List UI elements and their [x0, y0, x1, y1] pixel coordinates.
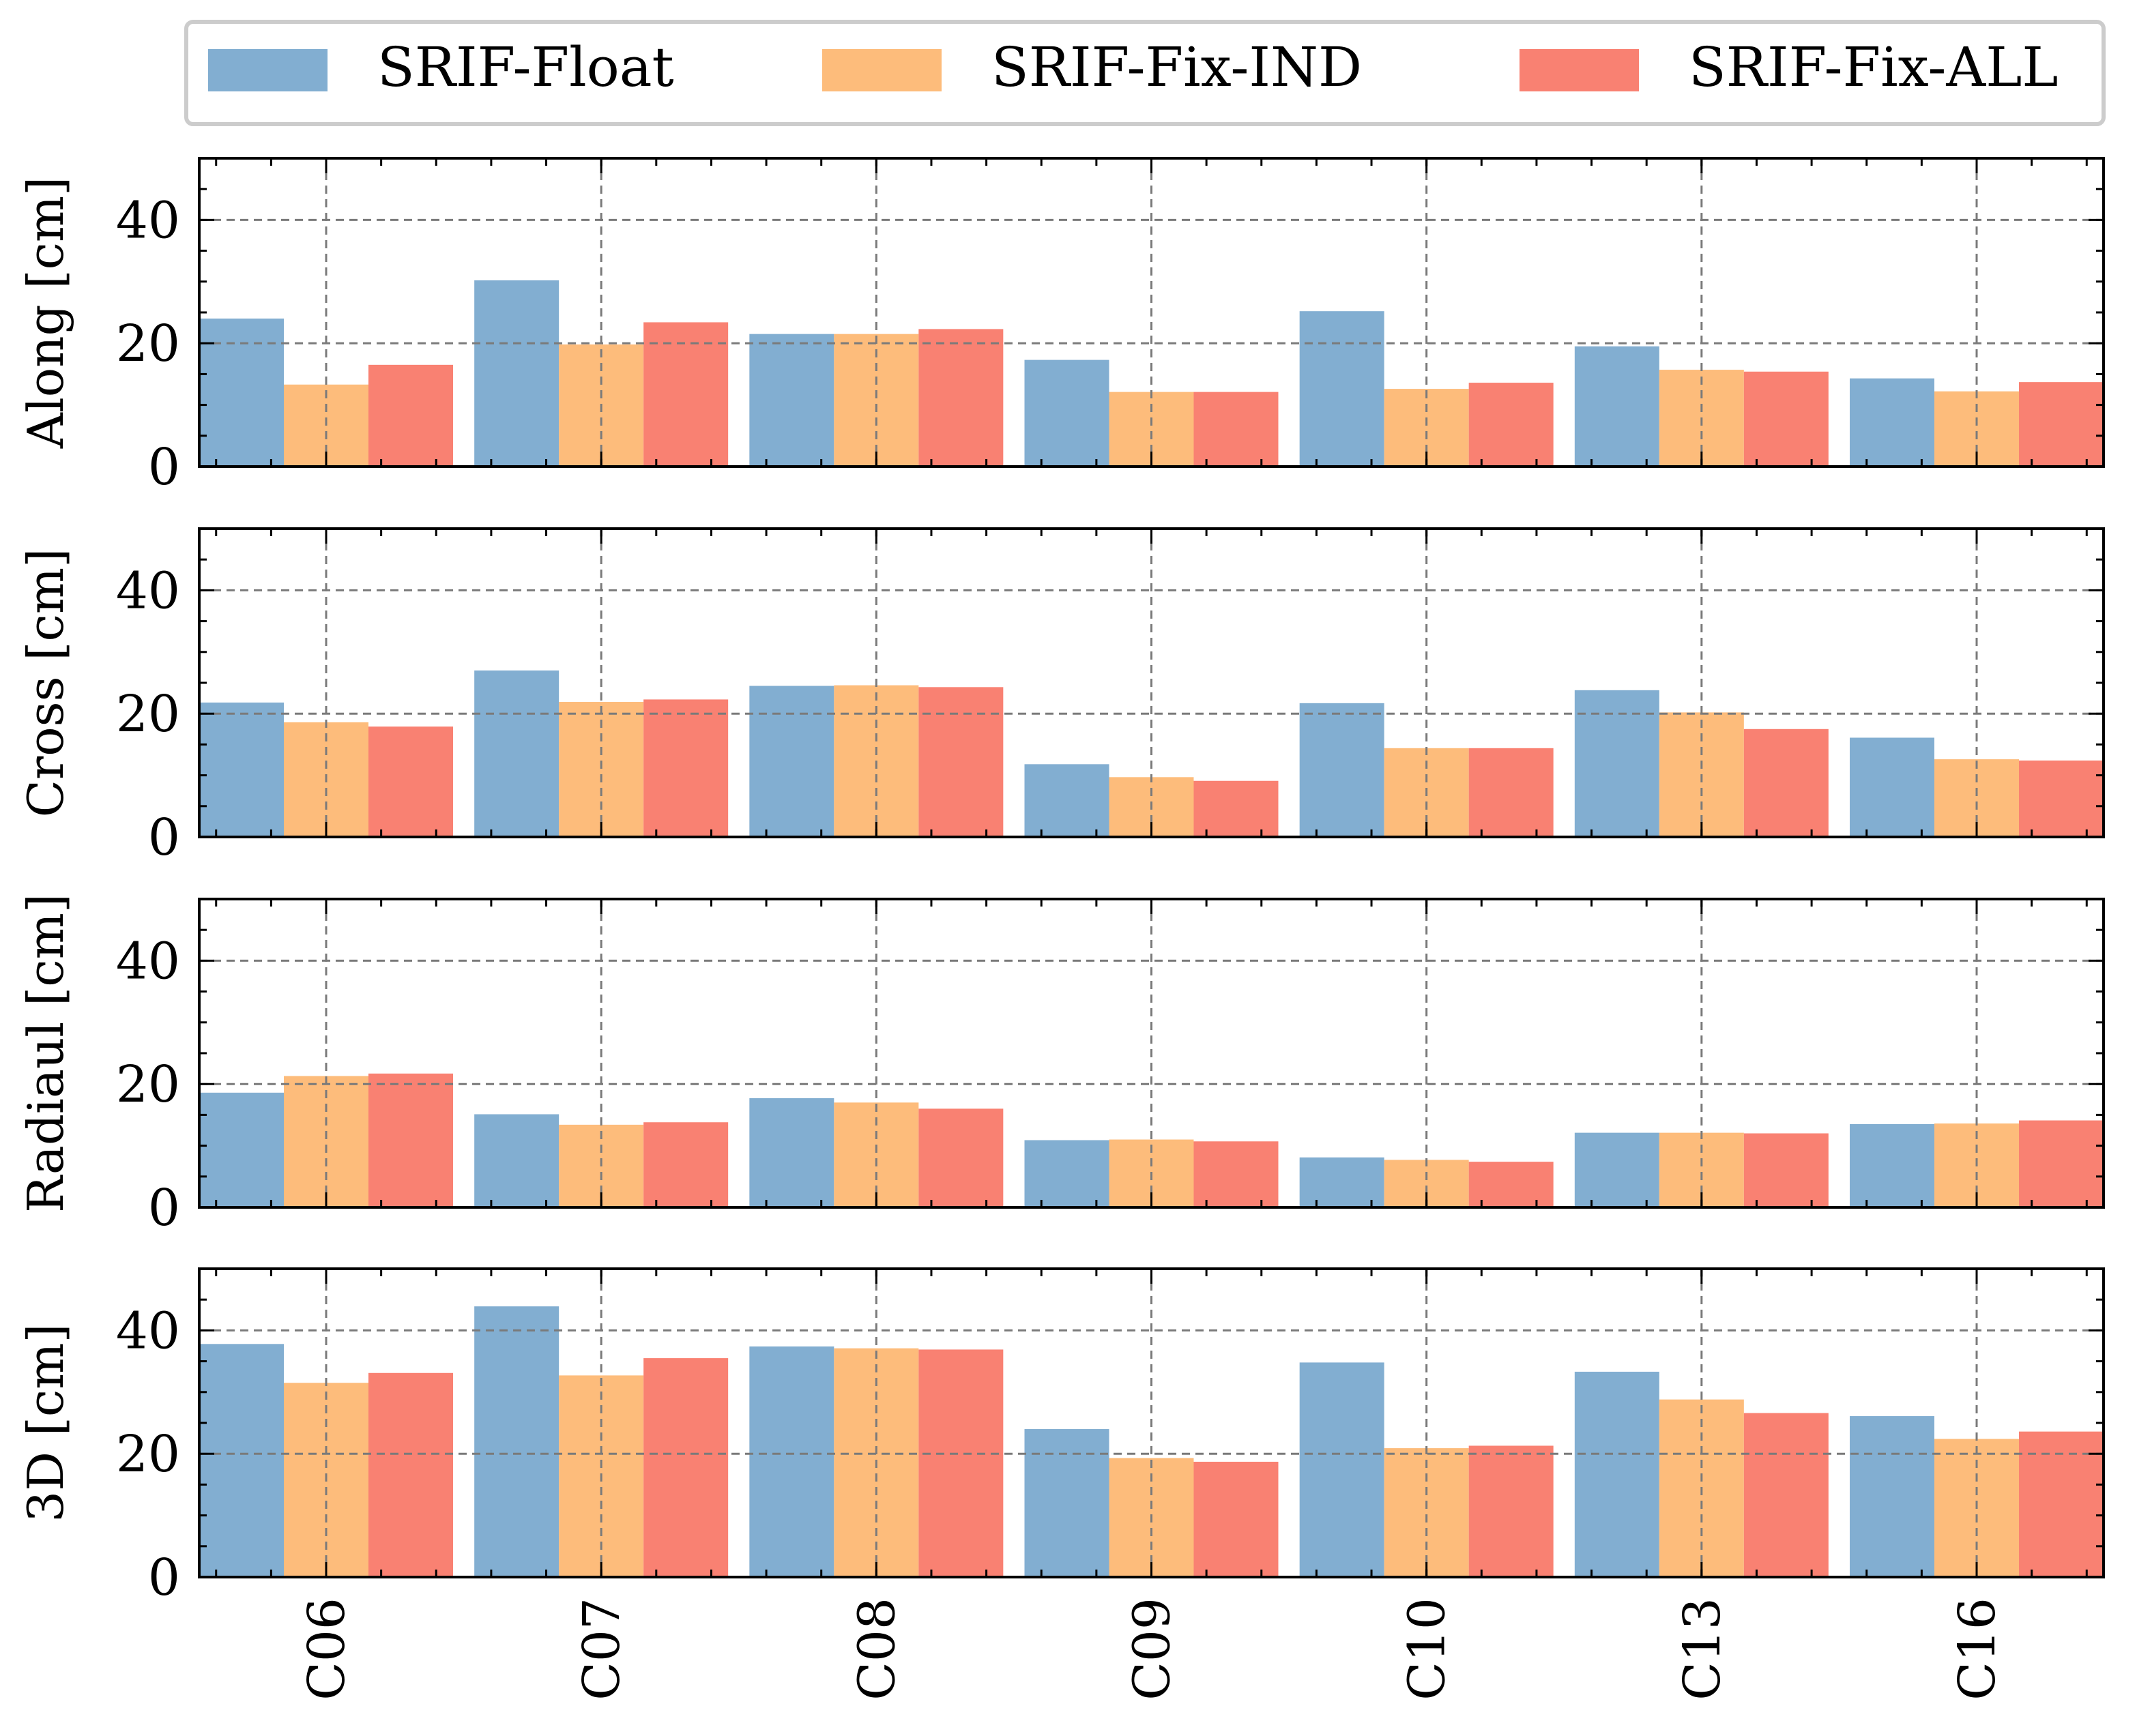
x-tick-labels: C06 C07 C08 C09 C10 C13 C16 [297, 1598, 2007, 1701]
bar-3d-cm-c06-srif-float [199, 1344, 284, 1577]
y-tick-label: 0 [148, 1548, 180, 1607]
bar-3d-cm-c13-srif-float [1574, 1371, 1659, 1577]
y-tick-label: 0 [148, 808, 180, 867]
y-tick-label: 0 [148, 1179, 180, 1237]
y-tick-label: 20 [116, 685, 180, 744]
axes-frame [198, 898, 2105, 1209]
bar-along-cm-c10-srif-fix-all [1468, 383, 1554, 467]
bar-cross-cm-c07-srif-fix-all [643, 699, 729, 837]
bar-3d-cm-c09-srif-float [1024, 1429, 1109, 1577]
bar-radiaul-cm-c16-srif-float [1850, 1123, 1934, 1207]
bar-along-cm-c06-srif-float [199, 319, 284, 467]
bar-radiaul-cm-c07-srif-float [474, 1114, 559, 1207]
bar-along-cm-c09-srif-float [1024, 359, 1109, 467]
y-tick-label: 40 [116, 1301, 180, 1360]
bar-3d-cm-c16-srif-fix-all [2019, 1431, 2104, 1577]
legend-swatch-srif-float [208, 49, 328, 91]
legend-label-srif-fix-ind: SRIF-Fix-IND [991, 35, 1362, 99]
axes-frame [198, 527, 2105, 838]
panel-cross-cm: 0 20 40 Cross [cm] [17, 527, 2105, 867]
bar-along-cm-c10-srif-float [1299, 311, 1384, 467]
axes-frame [198, 1267, 2105, 1578]
bar-radiaul-cm-c07-srif-fix-all [643, 1122, 729, 1207]
bar-radiaul-cm-c06-srif-float [199, 1092, 284, 1207]
bar-cross-cm-c16-srif-fix-all [2019, 760, 2104, 837]
bar-along-cm-c16-srif-float [1850, 378, 1934, 467]
bar-cross-cm-c06-srif-float [199, 702, 284, 837]
bar-3d-cm-c10-srif-float [1299, 1362, 1384, 1577]
bar-cross-cm-c08-srif-float [749, 686, 834, 837]
bar-3d-cm-c10-srif-fix-all [1468, 1445, 1554, 1577]
bar-along-cm-c08-srif-fix-all [918, 329, 1004, 467]
bar-along-cm-c13-srif-float [1574, 346, 1659, 467]
y-tick-label: 40 [116, 932, 180, 990]
bar-radiaul-cm-c09-srif-float [1024, 1140, 1109, 1207]
y-axis-label: Along [cm] [17, 177, 74, 450]
bar-3d-cm-c13-srif-fix-all [1743, 1413, 1829, 1577]
y-tick-label: 40 [116, 191, 180, 250]
bar-along-cm-c08-srif-float [749, 334, 834, 467]
bar-along-cm-c07-srif-fix-all [643, 322, 729, 467]
axes-frame [198, 157, 2105, 468]
bar-3d-cm-c16-srif-float [1850, 1416, 1934, 1577]
bar-along-cm-c06-srif-fix-all [368, 364, 453, 467]
x-tick-label-c08: C08 [847, 1598, 906, 1701]
legend-swatch-srif-fix-all [1520, 49, 1639, 91]
bar-3d-cm-c08-srif-float [749, 1346, 834, 1577]
x-tick-label-c10: C10 [1398, 1598, 1457, 1701]
x-tick-label-c16: C16 [1948, 1598, 2007, 1701]
y-axis-label: Cross [cm] [17, 548, 74, 817]
panel-radiaul-cm: 0 20 40 Radiaul [cm] [17, 894, 2105, 1237]
bar-cross-cm-c09-srif-float [1024, 764, 1109, 837]
legend-swatch-srif-fix-ind [822, 49, 942, 91]
bar-cross-cm-c06-srif-fix-all [368, 726, 453, 837]
bar-radiaul-cm-c08-srif-float [749, 1098, 834, 1207]
bar-along-cm-c16-srif-fix-all [2019, 382, 2104, 467]
legend-label-srif-float: SRIF-Float [377, 35, 674, 99]
bar-3d-cm-c07-srif-fix-all [643, 1358, 729, 1577]
bar-radiaul-cm-c13-srif-float [1574, 1132, 1659, 1207]
bar-cross-cm-c16-srif-float [1850, 737, 1934, 837]
y-tick-label: 20 [116, 314, 180, 373]
bar-3d-cm-c06-srif-fix-all [368, 1372, 453, 1577]
bar-cross-cm-c09-srif-fix-all [1193, 780, 1279, 837]
bar-3d-cm-c09-srif-fix-all [1193, 1461, 1279, 1577]
bar-radiaul-cm-c10-srif-float [1299, 1157, 1384, 1207]
bar-cross-cm-c13-srif-float [1574, 690, 1659, 837]
bar-along-cm-c07-srif-float [474, 280, 559, 467]
panels: 0 20 40 Along [cm] 0 20 40 Cross [cm] 0 20 40 Radia… [17, 157, 2105, 1607]
bar-radiaul-cm-c06-srif-fix-all [368, 1073, 453, 1207]
x-tick-label-c13: C13 [1673, 1598, 1732, 1701]
y-tick-label: 20 [116, 1425, 180, 1484]
y-tick-label: 20 [116, 1055, 180, 1114]
bar-cross-cm-c10-srif-float [1299, 703, 1384, 837]
y-tick-label: 0 [148, 438, 180, 497]
bar-cross-cm-c07-srif-float [474, 670, 559, 837]
bar-radiaul-cm-c09-srif-fix-all [1193, 1141, 1279, 1207]
bar-along-cm-c13-srif-fix-all [1743, 371, 1829, 467]
bar-radiaul-cm-c10-srif-fix-all [1468, 1162, 1554, 1207]
bar-along-cm-c09-srif-fix-all [1193, 392, 1279, 467]
panel-along-cm: 0 20 40 Along [cm] [17, 157, 2105, 497]
bar-radiaul-cm-c13-srif-fix-all [1743, 1133, 1829, 1207]
y-tick-label: 40 [116, 561, 180, 620]
x-tick-label-c06: C06 [297, 1598, 356, 1701]
bar-cross-cm-c13-srif-fix-all [1743, 729, 1829, 837]
y-axis-label: 3D [cm] [17, 1323, 74, 1522]
bar-3d-cm-c07-srif-float [474, 1306, 559, 1577]
panel-3d-cm: 0 20 40 3D [cm] [17, 1267, 2105, 1607]
x-tick-label-c07: C07 [572, 1598, 631, 1701]
bar-3d-cm-c08-srif-fix-all [918, 1349, 1004, 1577]
y-axis-label: Radiaul [cm] [17, 894, 74, 1213]
x-tick-label-c09: C09 [1123, 1598, 1182, 1701]
legend: SRIF-Float SRIF-Fix-IND SRIF-Fix-ALL [184, 20, 2106, 126]
legend-frame [184, 20, 2106, 126]
bar-radiaul-cm-c08-srif-fix-all [918, 1108, 1004, 1207]
bar-cross-cm-c08-srif-fix-all [918, 687, 1004, 837]
legend-label-srif-fix-all: SRIF-Fix-ALL [1689, 35, 2058, 99]
bar-cross-cm-c10-srif-fix-all [1468, 748, 1554, 837]
bar-radiaul-cm-c16-srif-fix-all [2019, 1120, 2104, 1207]
